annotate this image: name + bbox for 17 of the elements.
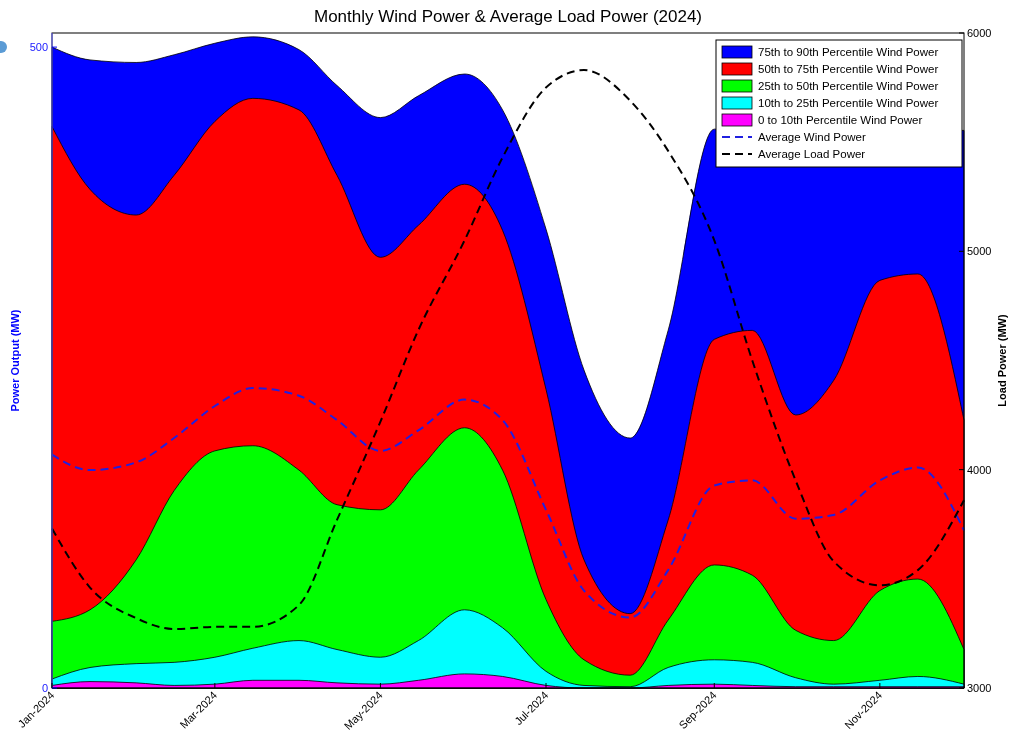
chart-title: Monthly Wind Power & Average Load Power (2024): [313, 7, 703, 26]
y-tick-label: 500: [29, 41, 48, 54]
legend-label: 75th to 90th Percentile Wind Power: [758, 46, 939, 58]
y-tick-label: 0: [41, 682, 48, 694]
legend-label: 10th to 25th Percentile Wind Power: [758, 97, 939, 109]
line-series: [51, 387, 965, 619]
legend-label: Average Load Power: [758, 148, 866, 160]
legend-label: 25th to 50th Percentile Wind Power: [758, 80, 939, 92]
y2-axis-title: Load Power (MW): [996, 314, 1008, 407]
y2-tick-label: 6000: [967, 27, 992, 39]
y-axis-title: Power Output (MW): [9, 309, 21, 412]
y2-tick-label: 3000: [967, 682, 992, 694]
legend-label: 50th to 75th Percentile Wind Power: [758, 63, 939, 75]
legend-label: 0 to 10th Percentile Wind Power: [758, 114, 923, 126]
y2-tick-label: 4000: [967, 463, 992, 476]
legend-label: Average Wind Power: [758, 131, 866, 143]
y2-tick-label: 5000: [967, 245, 992, 258]
